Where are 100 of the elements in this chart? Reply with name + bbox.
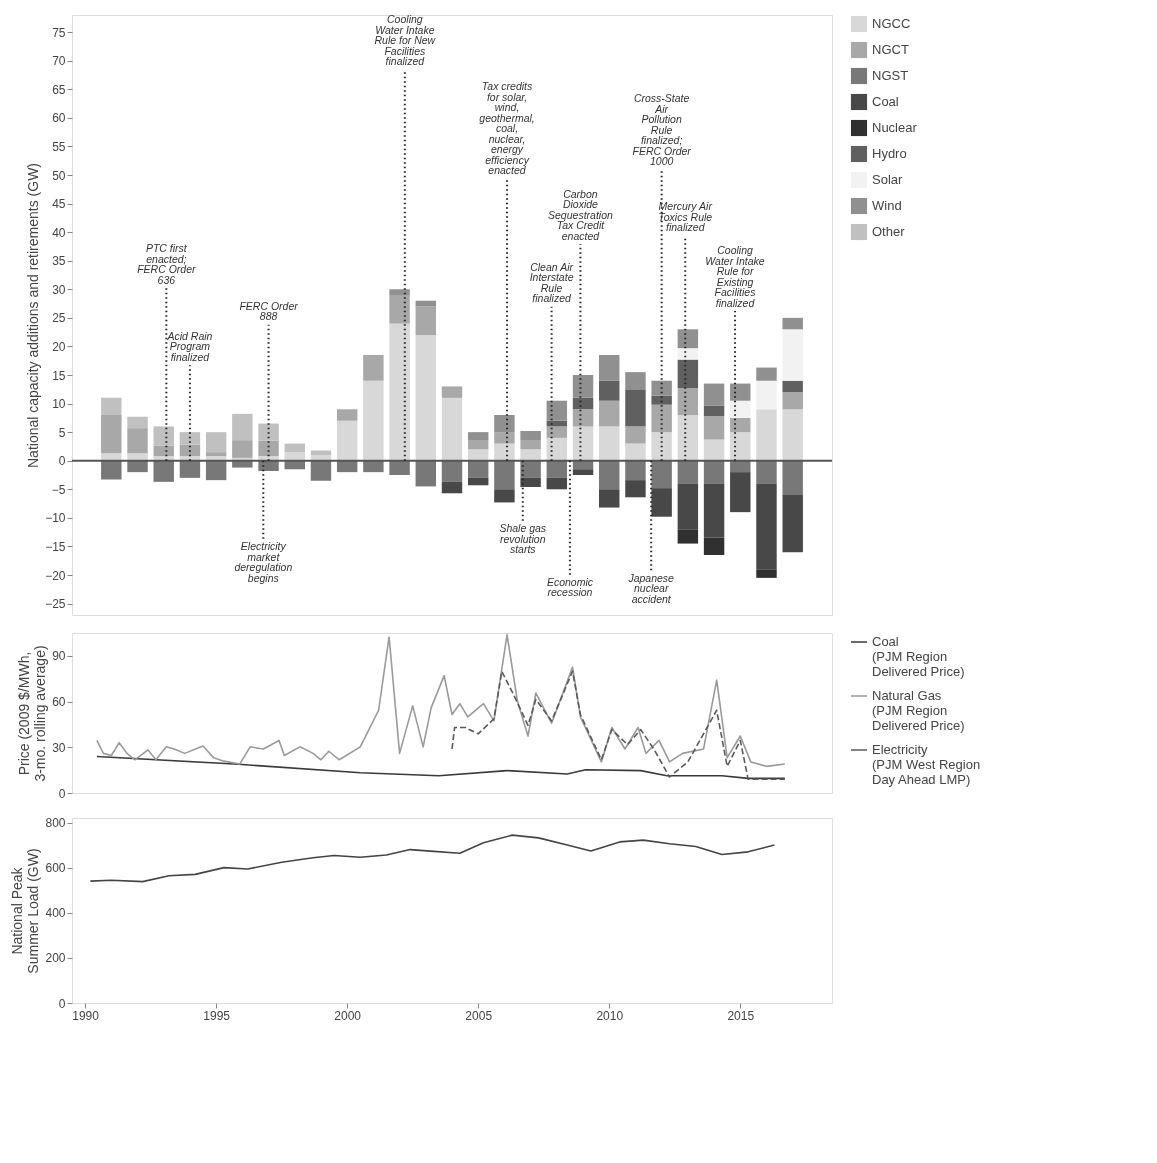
legend-label: Wind — [872, 198, 902, 213]
bar — [415, 335, 437, 461]
bar — [782, 460, 803, 495]
y-tick-label: −20 — [45, 568, 66, 583]
bar — [494, 489, 515, 503]
y-tick-label: −5 — [51, 482, 66, 497]
bar — [756, 460, 777, 484]
bar — [703, 383, 725, 406]
line-series — [96, 634, 786, 768]
bar — [520, 460, 541, 478]
bar — [127, 428, 148, 454]
ref-line-label: Electricity market deregulation begins — [234, 540, 293, 584]
bar — [179, 444, 201, 457]
bar — [703, 537, 725, 555]
y-tick-label: 0 — [58, 454, 66, 469]
legend-label: Hydro — [872, 146, 907, 161]
ref-line-label: Clean Air Interstate Rule finalized — [529, 260, 574, 305]
bar — [625, 443, 646, 461]
bar — [599, 400, 620, 427]
bar — [756, 380, 777, 410]
legend-label: NGCC — [872, 16, 911, 31]
bar — [756, 569, 777, 578]
y-tick-label: 25 — [52, 311, 66, 326]
y-tick-label: 30 — [52, 740, 66, 755]
ref-line-label: Economic recession — [546, 575, 594, 599]
y-axis-title: National capacity additions and retirements (GW) — [25, 162, 42, 469]
y-tick-label: 20 — [52, 339, 66, 354]
y-tick-label: 65 — [52, 82, 66, 97]
bar — [782, 495, 803, 553]
bar — [625, 460, 646, 481]
bar — [389, 295, 410, 324]
bar — [389, 289, 410, 295]
ref-line-label: Mercury Air Toxics Rule finalized — [658, 200, 713, 234]
legend-label: Natural Gas (PJM Region Delivered Price) — [872, 688, 965, 733]
bar — [703, 405, 725, 417]
y-tick-label: 400 — [45, 906, 66, 921]
bar — [782, 329, 803, 381]
y-tick-label: 30 — [52, 282, 66, 297]
bar — [441, 460, 463, 482]
bar — [730, 432, 751, 461]
y-tick-label: 600 — [45, 861, 66, 876]
bar — [441, 386, 463, 398]
bar — [101, 415, 122, 454]
y-tick-label: −25 — [45, 597, 66, 612]
y-tick-label: 90 — [52, 649, 66, 664]
bar — [546, 400, 568, 421]
bar — [572, 375, 594, 398]
y-tick-label: −10 — [45, 511, 66, 526]
bar — [599, 355, 620, 381]
bar — [546, 460, 568, 478]
bar — [730, 417, 751, 433]
y-tick-label: 70 — [52, 54, 66, 69]
bar — [520, 440, 541, 450]
bar — [651, 395, 672, 405]
y-tick-label: 200 — [45, 951, 66, 966]
bar — [546, 437, 568, 461]
y-tick-label: 50 — [52, 168, 66, 183]
bar — [127, 460, 148, 473]
legend-label: NGCT — [872, 42, 909, 57]
y-tick-label: 40 — [52, 225, 66, 240]
bar — [284, 443, 305, 453]
ref-line-label: PTC first enacted; FERC Order 636 — [137, 242, 197, 286]
legend-label: Nuclear — [872, 120, 918, 135]
bar — [599, 460, 620, 490]
y-tick-label: 15 — [52, 368, 66, 383]
bar — [625, 480, 646, 498]
bar — [520, 449, 541, 461]
bar — [520, 431, 541, 441]
bar — [467, 477, 489, 486]
bar — [651, 432, 672, 461]
bar — [677, 415, 699, 461]
bar — [677, 460, 699, 484]
bar — [730, 400, 751, 418]
bar — [703, 483, 725, 538]
line-series — [89, 834, 776, 883]
bar — [730, 472, 751, 513]
legend-label: Electricity (PJM West Region Day Ahead LMP) — [872, 742, 981, 787]
bar — [179, 460, 201, 478]
bar — [363, 380, 384, 461]
legend-label: Solar — [872, 172, 904, 187]
bar — [205, 460, 227, 481]
bar — [677, 359, 699, 389]
bar — [599, 489, 620, 508]
bar — [599, 380, 620, 401]
bar — [756, 367, 777, 381]
bar — [415, 306, 437, 335]
y-tick-label: 800 — [45, 816, 66, 831]
y-tick-label: 0 — [58, 996, 66, 1011]
legend-label: Coal (PJM Region Delivered Price) — [872, 634, 965, 679]
bar — [205, 432, 227, 453]
y-tick-label: 75 — [52, 25, 66, 40]
bar — [467, 449, 489, 461]
bar — [782, 380, 803, 393]
bar — [101, 397, 122, 415]
y-tick-label: 55 — [52, 139, 66, 154]
bar — [677, 529, 699, 544]
ref-line-label: Acid Rain Program finalized — [166, 329, 213, 363]
ref-line-label: Carbon Dioxide Sequestration Tax Credit enacted — [548, 187, 613, 242]
bar — [599, 426, 620, 461]
bar — [363, 460, 384, 473]
